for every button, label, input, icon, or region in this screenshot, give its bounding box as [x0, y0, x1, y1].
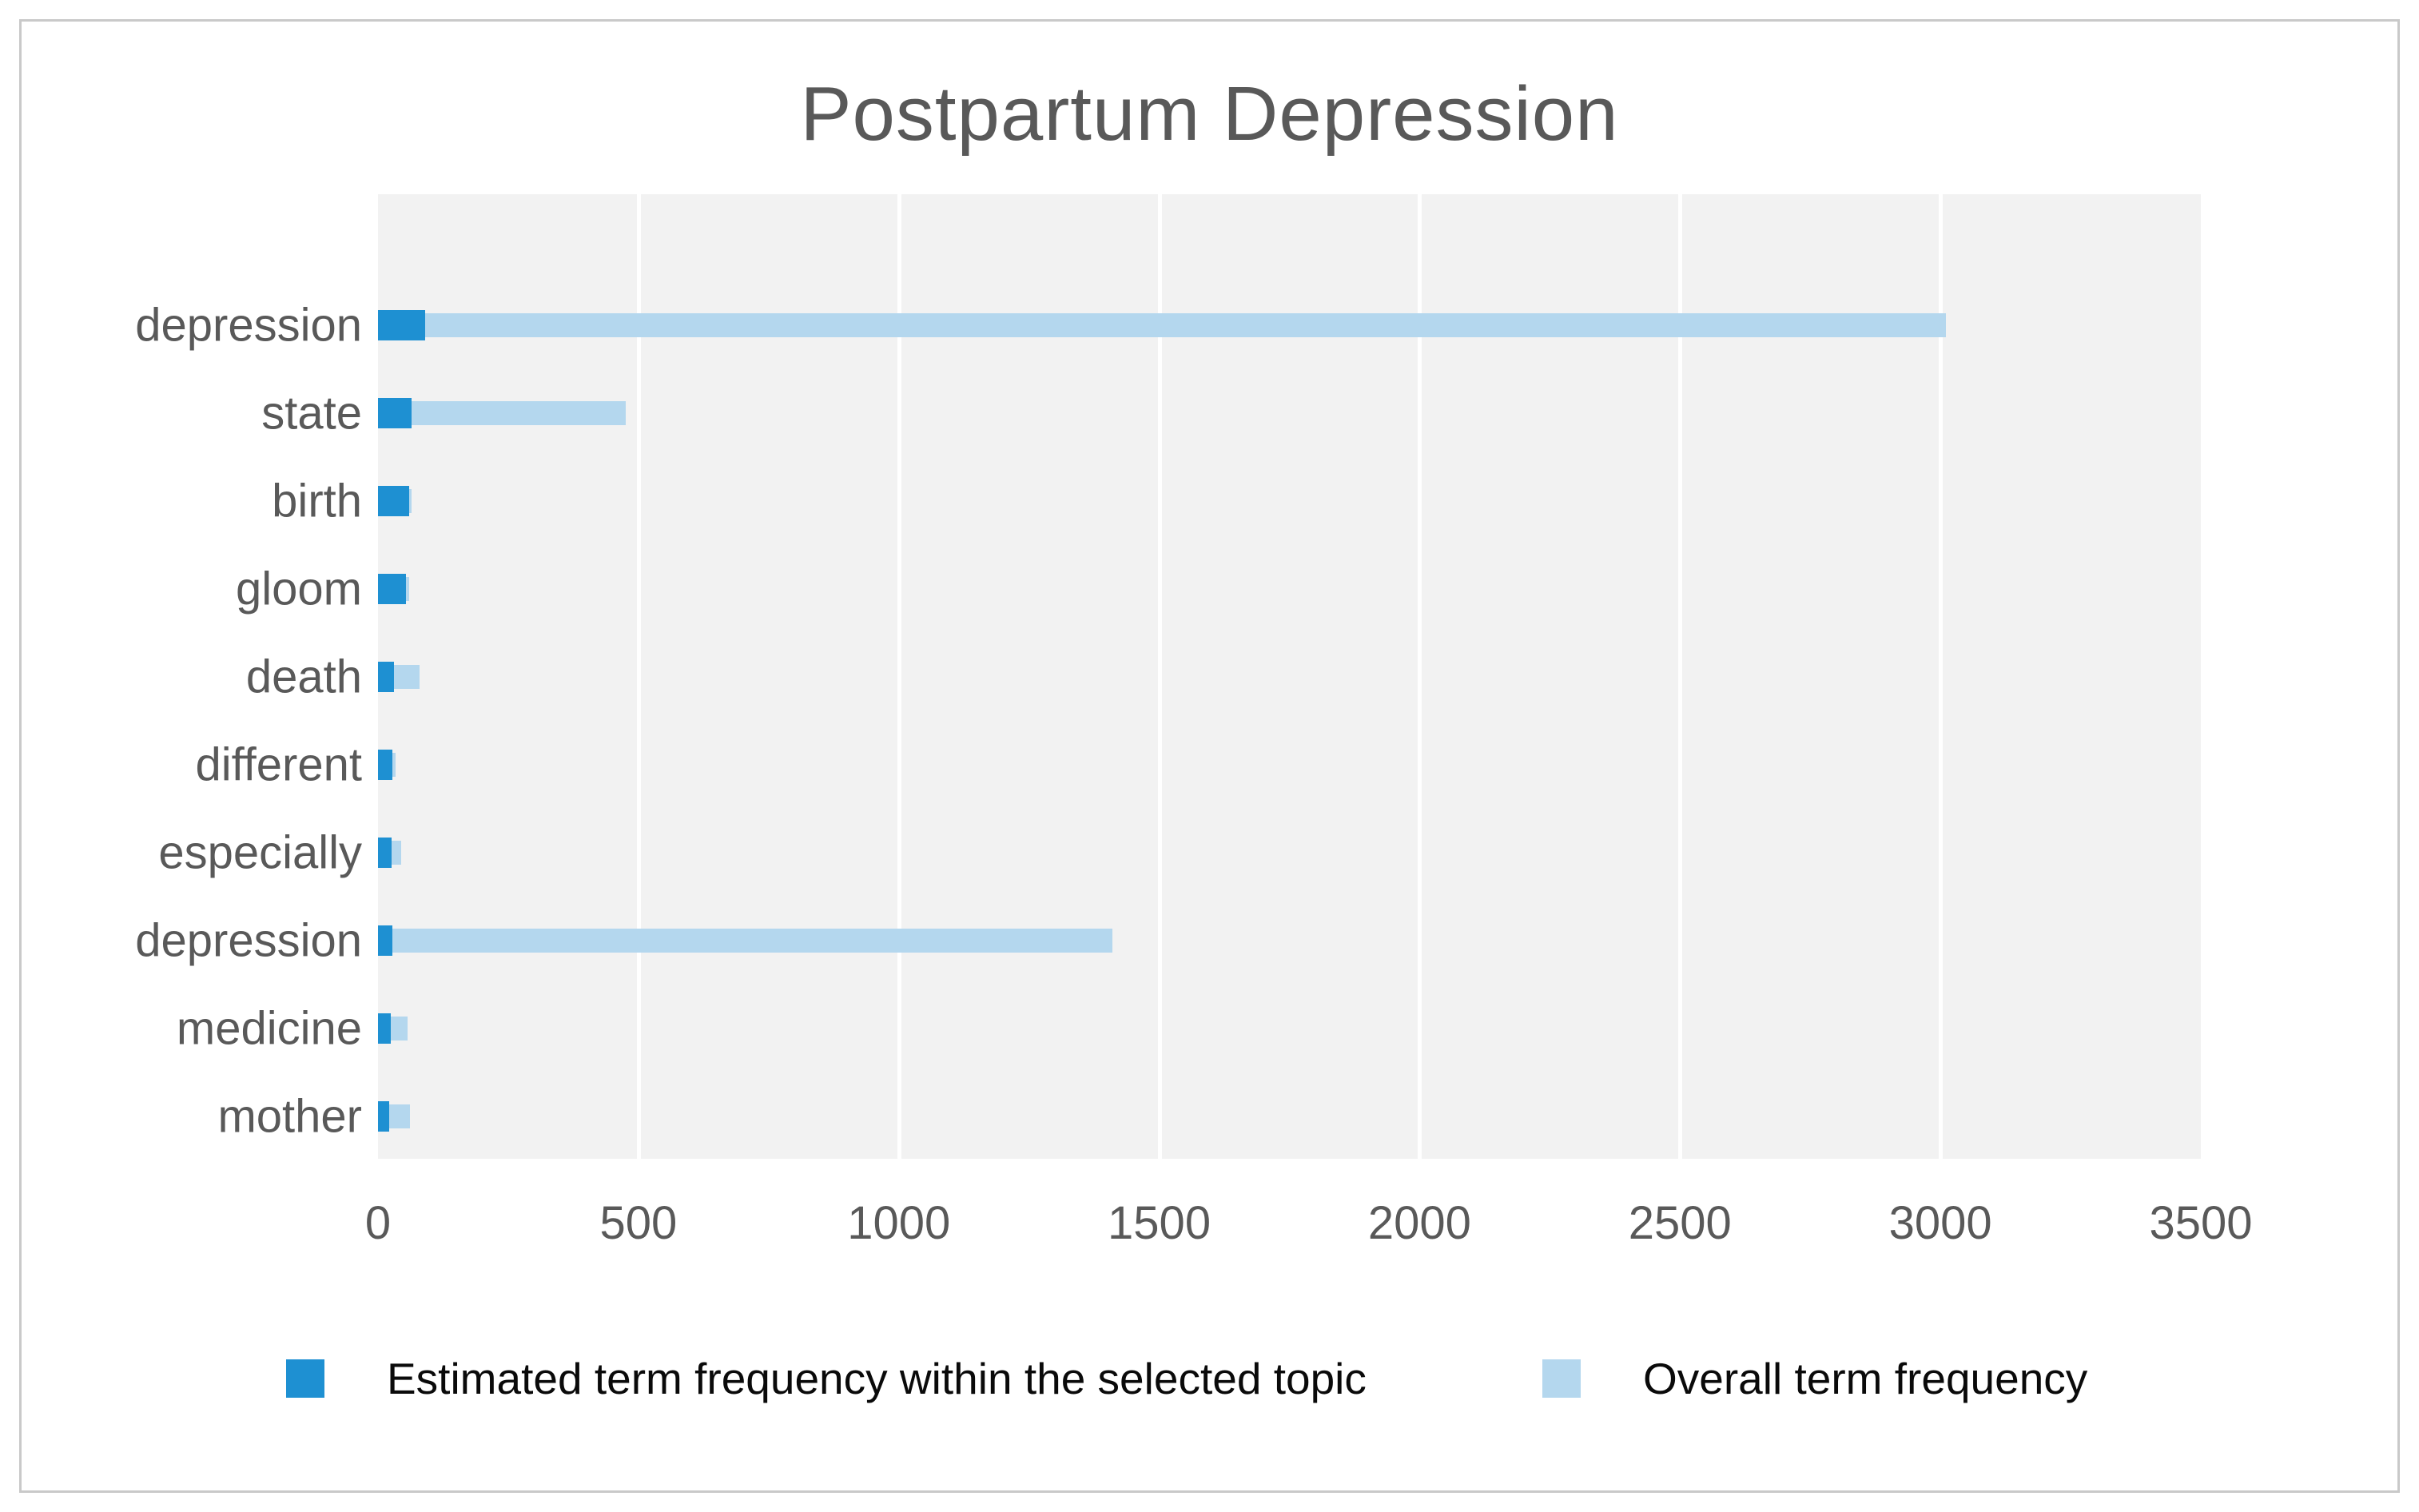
topic-frequency-bar[interactable] — [378, 486, 410, 516]
bar-row: birth — [272, 457, 2201, 545]
bar-row: depression — [135, 897, 2201, 985]
category-label: depression — [135, 914, 362, 967]
gridline — [1939, 194, 1944, 1159]
category-label: depression — [135, 299, 362, 352]
gridline — [1418, 194, 1422, 1159]
legend-label: Overall term frequency — [1643, 1354, 2088, 1403]
x-tick-label: 1000 — [847, 1197, 951, 1249]
gridline — [1157, 194, 1162, 1159]
x-tick-label: 1500 — [1108, 1197, 1211, 1249]
topic-frequency-bar[interactable] — [378, 750, 393, 780]
topic-frequency-bar[interactable] — [378, 838, 392, 868]
x-tick-label: 2000 — [1367, 1197, 1471, 1249]
topic-frequency-bar[interactable] — [378, 1101, 390, 1132]
bar-row: state — [261, 369, 2201, 457]
category-label: death — [245, 651, 362, 703]
overall-frequency-bar[interactable] — [378, 313, 1946, 337]
bar-row: depression — [135, 281, 2201, 369]
legend-label: Estimated term frequency within the sele… — [387, 1354, 1367, 1403]
legend-item-topic-frequency[interactable]: Estimated term frequency within the sele… — [286, 1354, 1367, 1403]
bar-row: different — [195, 721, 2201, 809]
topic-frequency-bar[interactable] — [378, 574, 407, 604]
x-tick-label: 3500 — [2149, 1197, 2253, 1249]
chart-title: Postpartum Depression — [800, 71, 1619, 157]
bar-row: especially — [158, 809, 2201, 897]
x-tick-label: 2500 — [1628, 1197, 1732, 1249]
gridline — [1678, 194, 1683, 1159]
overall-frequency-bar[interactable] — [378, 401, 626, 425]
topic-frequency-bar[interactable] — [378, 1013, 392, 1044]
x-tick-label: 0 — [364, 1197, 392, 1249]
x-tick-label: 500 — [599, 1197, 678, 1249]
category-label: gloom — [236, 563, 362, 615]
topic-frequency-bar[interactable] — [378, 662, 394, 692]
legend-item-overall-frequency[interactable]: Overall term frequency — [1542, 1354, 2088, 1403]
bar-row: death — [246, 633, 2201, 721]
category-label: birth — [272, 475, 362, 527]
category-label: medicine — [176, 1002, 362, 1055]
x-axis-ticks: 0 500 1000 1500 2000 2500 3000 3500 — [365, 1196, 2253, 1260]
category-label: mother — [217, 1090, 362, 1143]
overall-frequency-swatch-icon — [1542, 1359, 1581, 1398]
topic-frequency-bar[interactable] — [378, 925, 393, 956]
bar-row: mother — [217, 1072, 2201, 1160]
topic-frequency-bar[interactable] — [378, 310, 425, 340]
category-label: state — [261, 387, 362, 440]
category-label: especially — [158, 826, 362, 879]
bar-row: gloom — [236, 545, 2201, 633]
bar-row: medicine — [177, 985, 2201, 1072]
topic-frequency-swatch-icon — [286, 1359, 324, 1398]
gridline — [636, 194, 641, 1159]
x-tick-label: 3000 — [1888, 1197, 1992, 1249]
topic-frequency-bar[interactable] — [378, 398, 412, 428]
gridline — [897, 194, 901, 1159]
overall-frequency-bar[interactable] — [378, 929, 1112, 953]
plot-area: depression state birth gloom death different e… — [135, 194, 2201, 1160]
category-label: different — [195, 738, 362, 791]
